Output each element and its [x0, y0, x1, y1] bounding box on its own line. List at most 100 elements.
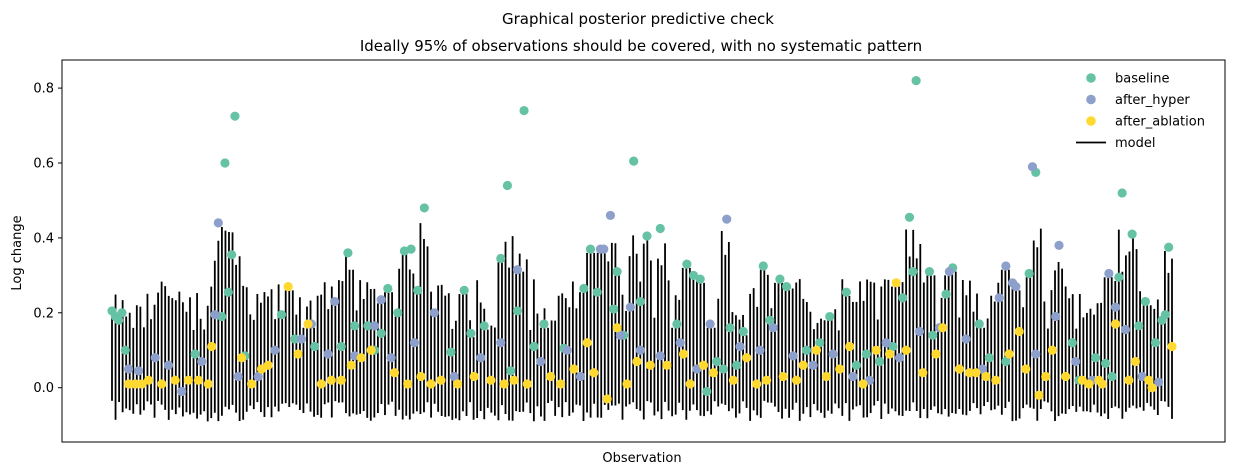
baseline-point — [592, 287, 602, 297]
after_hyper-point — [512, 265, 522, 275]
after_hyper-point — [735, 341, 745, 352]
baseline-point — [924, 266, 935, 277]
baseline-point — [815, 338, 825, 348]
after_ablation-point — [1097, 379, 1107, 389]
after_ablation-point — [1021, 364, 1031, 374]
after_ablation-point — [645, 360, 655, 370]
after_ablation-point — [622, 379, 632, 389]
baseline-point — [310, 341, 320, 352]
baseline-point — [941, 289, 951, 299]
after_ablation-point — [236, 353, 247, 363]
after_hyper-point — [124, 364, 134, 374]
after_ablation-point — [698, 360, 709, 370]
after_ablation-point — [678, 349, 689, 359]
after_hyper-point — [1154, 377, 1164, 387]
after_ablation-point — [246, 379, 257, 389]
after_hyper-point — [213, 218, 223, 228]
after_ablation-point — [1144, 375, 1154, 385]
legend-marker-baseline — [1086, 73, 1096, 83]
baseline-point — [629, 156, 639, 166]
after_ablation-point — [486, 375, 496, 385]
baseline-point — [349, 321, 360, 331]
baseline-point — [825, 311, 835, 322]
y-tick-label: 0.2 — [33, 306, 54, 321]
after_ablation-point — [193, 375, 203, 385]
baseline-point — [363, 321, 373, 331]
after_hyper-point — [828, 349, 838, 359]
after_hyper-point — [163, 360, 174, 370]
baseline-point — [1164, 242, 1174, 252]
after_ablation-point — [263, 360, 273, 370]
after_ablation-point — [436, 375, 446, 385]
after_hyper-point — [386, 353, 396, 363]
after_hyper-point — [894, 353, 905, 363]
after_ablation-point — [1147, 383, 1157, 393]
baseline-point — [223, 287, 233, 297]
after_ablation-point — [845, 341, 855, 352]
baseline-point — [732, 360, 742, 370]
baseline-point — [1140, 296, 1151, 307]
baseline-point — [874, 356, 885, 367]
y-tick-label: 0.6 — [33, 156, 54, 171]
after_ablation-point — [685, 379, 695, 389]
after_ablation-point — [1124, 375, 1134, 385]
after_hyper-point — [1104, 268, 1114, 279]
after_ablation-point — [546, 371, 556, 382]
baseline-point — [413, 285, 423, 295]
after_ablation-point — [708, 368, 719, 378]
baseline-point — [120, 345, 130, 355]
after_ablation-point — [336, 375, 346, 385]
after_ablation-point — [522, 379, 532, 389]
after_ablation-point — [356, 353, 366, 363]
after_hyper-point — [270, 345, 280, 355]
baseline-point — [682, 259, 692, 269]
baseline-point — [585, 244, 596, 254]
after_ablation-point — [971, 368, 981, 378]
after_hyper-point — [848, 371, 858, 382]
after_ablation-point — [203, 379, 213, 389]
after_hyper-point — [536, 356, 546, 367]
after_ablation-point — [1084, 379, 1094, 389]
baseline-point — [695, 274, 705, 284]
after_hyper-point — [675, 338, 685, 348]
after_ablation-point — [303, 319, 313, 329]
legend-marker-after_hyper — [1086, 94, 1096, 105]
baseline-point — [765, 315, 775, 325]
legend-label-after_hyper: after_hyper — [1115, 93, 1190, 108]
baseline-point — [928, 330, 938, 340]
after_ablation-point — [1047, 345, 1057, 355]
baseline-point — [230, 111, 240, 121]
baseline-point — [1117, 188, 1127, 198]
baseline-point — [114, 315, 124, 325]
after_hyper-point — [496, 338, 506, 348]
baseline-point — [984, 353, 994, 363]
baseline-point — [383, 283, 393, 294]
after_ablation-point — [509, 375, 519, 385]
after_ablation-point — [742, 353, 752, 363]
after_ablation-point — [791, 375, 802, 385]
after_ablation-point — [416, 371, 426, 382]
y-tick-label: 0.4 — [33, 231, 54, 246]
after_hyper-point — [296, 334, 307, 344]
after_hyper-point — [1001, 261, 1011, 271]
after_hyper-point — [323, 349, 333, 359]
chart-title: Ideally 95% of observations should be co… — [360, 37, 922, 55]
baseline-point — [336, 341, 346, 352]
after_hyper-point — [808, 360, 818, 370]
baseline-point — [502, 180, 513, 191]
baseline-point — [758, 261, 768, 271]
after_hyper-point — [429, 308, 439, 318]
after_ablation-point — [582, 338, 592, 348]
baseline-point — [655, 223, 665, 234]
after_hyper-point — [476, 353, 486, 363]
legend-marker-after_ablation — [1086, 116, 1096, 126]
baseline-point — [725, 323, 735, 333]
after_ablation-point — [293, 349, 303, 359]
baseline-point — [276, 310, 287, 320]
baseline-point — [1127, 229, 1137, 239]
after_hyper-point — [1110, 302, 1121, 312]
after_ablation-point — [891, 278, 901, 288]
after_hyper-point — [944, 266, 954, 277]
baseline-point — [529, 341, 539, 352]
